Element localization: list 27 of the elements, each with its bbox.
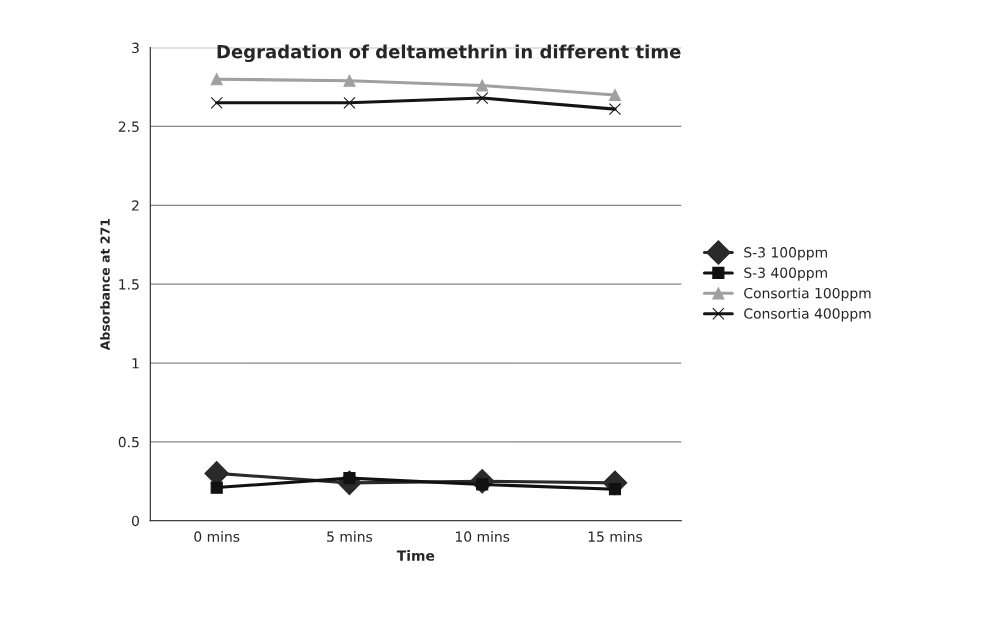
y-tick-label: 2.5 — [118, 121, 139, 132]
x-tick-label: 10 mins — [455, 531, 510, 542]
y-tick-label: 0 — [131, 515, 139, 527]
legend-label: S-3 400ppm — [744, 267, 827, 281]
point — [608, 88, 622, 102]
x-tick-label: 0 mins — [194, 531, 240, 542]
point — [210, 73, 223, 86]
point — [343, 74, 356, 87]
legend-label: S-3 100ppm — [744, 247, 827, 261]
point — [608, 103, 622, 116]
x-tick-label: 5 mins — [327, 531, 373, 542]
y-tick-label: 1.5 — [119, 279, 139, 290]
point — [476, 79, 489, 92]
chart-title: Degradation of deltamethrin in different time — [217, 44, 681, 63]
legend-label: Consortia 400ppm — [744, 308, 871, 322]
point — [210, 481, 223, 494]
y-tick-label: 0.5 — [118, 436, 139, 448]
y-tick-label: 1 — [132, 358, 139, 369]
y-tick-label: 2 — [132, 200, 139, 211]
point — [210, 96, 223, 109]
y-tick-label: 3 — [132, 42, 139, 54]
x-axis-title: Time — [396, 550, 435, 561]
x-tick-label: 15 mins — [588, 531, 643, 542]
point — [476, 92, 489, 105]
y-axis-title: Absorbance at 271 — [100, 218, 110, 351]
legend-label: Consortia 100ppm — [744, 287, 871, 302]
point — [343, 96, 356, 109]
